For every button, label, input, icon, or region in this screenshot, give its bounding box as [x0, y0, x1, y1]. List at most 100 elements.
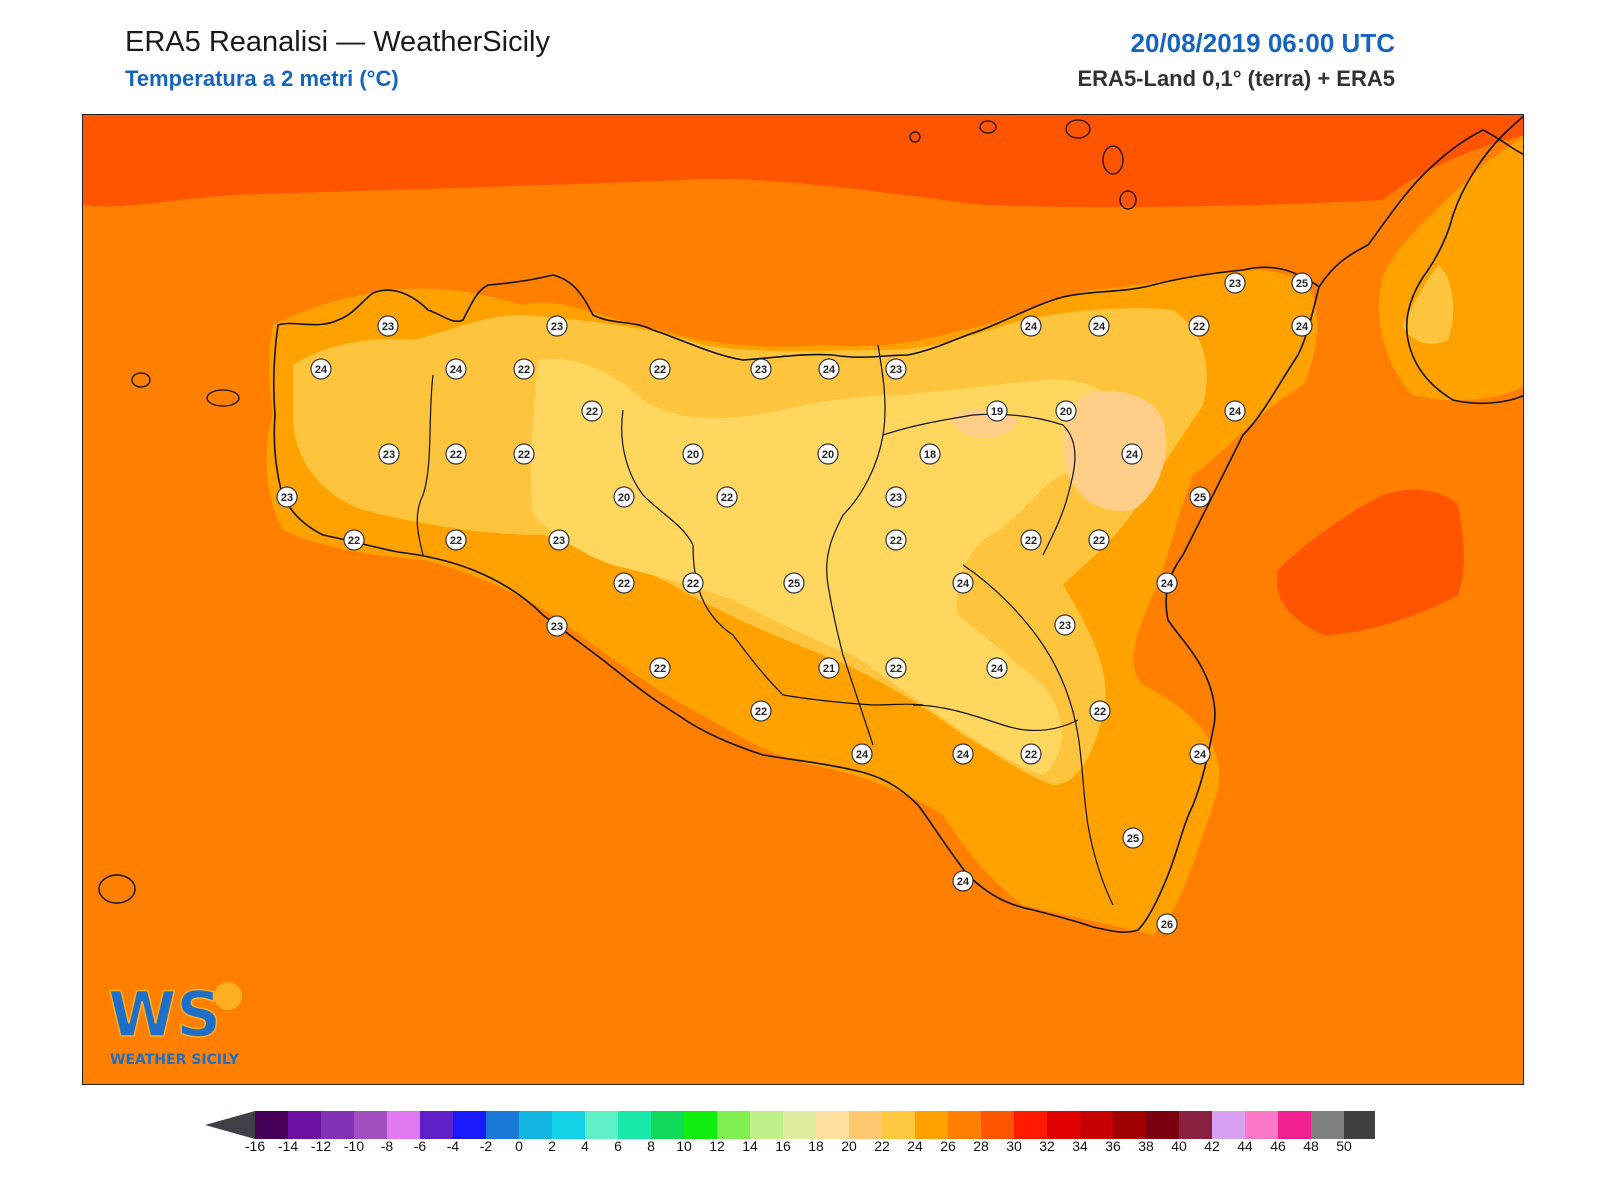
station-marker: 20: [682, 443, 704, 465]
station-marker: 24: [310, 358, 332, 380]
colorbar-under-arrow: [205, 1111, 255, 1139]
station-marker: 23: [750, 358, 772, 380]
province-border: [782, 694, 924, 706]
station-value: 20: [822, 449, 834, 461]
province-border: [826, 344, 886, 746]
colorbar-tick-label: 28: [973, 1138, 989, 1154]
colorbar-cell: [420, 1111, 454, 1139]
station-value: 23: [551, 321, 563, 333]
province-border: [416, 374, 434, 556]
station-marker: 23: [546, 315, 568, 337]
colorbar-tick-label: -8: [380, 1138, 394, 1154]
colorbar-cell: [717, 1111, 751, 1139]
station-marker: 22: [445, 529, 467, 551]
station-marker: 23: [885, 486, 907, 508]
colorbar-tick-label: 26: [940, 1138, 956, 1154]
station-value: 22: [1025, 749, 1037, 761]
colorbar-tick-label: 46: [1270, 1138, 1286, 1154]
colorbar-cell: [354, 1111, 388, 1139]
station-value: 24: [856, 749, 869, 761]
colorbar-cell: [783, 1111, 817, 1139]
island-salina: [1065, 119, 1091, 139]
station-value: 23: [890, 364, 902, 376]
weather-sicily-logo: WS WEATHER SICILY: [98, 974, 258, 1074]
colorbar-cell: [255, 1111, 289, 1139]
station-marker: 23: [1224, 272, 1246, 294]
island-favignana: [206, 389, 240, 407]
colorbar-tick-label: -6: [413, 1138, 427, 1154]
station-marker: 24: [818, 358, 840, 380]
station-value: 26: [1161, 919, 1173, 931]
station-value: 23: [383, 449, 395, 461]
station-value: 24: [823, 364, 836, 376]
temperature-map: 23 23 24 24 22 22 23 24 23 24 24 22 23 24 25 19 20 24 22 23…: [82, 114, 1524, 1085]
province-border: [962, 564, 1114, 906]
station-marker: 22: [1020, 743, 1042, 765]
station-value: 24: [1093, 321, 1106, 333]
colorbar-cell: [750, 1111, 784, 1139]
colorbar-tick-label: 34: [1072, 1138, 1088, 1154]
colorbar-tick-label: 36: [1105, 1138, 1121, 1154]
station-marker: 24: [1020, 315, 1042, 337]
station-marker: 23: [377, 315, 399, 337]
colorbar-tick-label: 8: [647, 1138, 655, 1154]
station-marker: 22: [613, 572, 635, 594]
station-marker: 22: [649, 657, 671, 679]
station-marker: 21: [818, 657, 840, 679]
colorbar-cell: [1179, 1111, 1213, 1139]
logo-ws: WS: [108, 978, 221, 1051]
colorbar-cell: [453, 1111, 487, 1139]
station-value: 22: [721, 492, 733, 504]
colorbar-tick-label: 4: [581, 1138, 589, 1154]
colorbar-cell: [1113, 1111, 1147, 1139]
station-marker: 22: [581, 400, 603, 422]
warm-sea-east: [1276, 489, 1464, 635]
colorbar-tick-label: 30: [1006, 1138, 1022, 1154]
colorbar-tick-label: -2: [479, 1138, 493, 1154]
station-value: 25: [1296, 278, 1308, 290]
colorbar-tick-label: -16: [244, 1138, 266, 1154]
station-value: 23: [551, 621, 563, 633]
colorbar-cell: [1212, 1111, 1246, 1139]
station-marker: 23: [546, 615, 568, 637]
station-marker: 22: [1020, 529, 1042, 551]
colorbar-tick-label: -4: [446, 1138, 460, 1154]
colorbar-tick-label: 24: [907, 1138, 923, 1154]
station-value: 24: [1161, 578, 1174, 590]
station-value: 24: [1194, 749, 1207, 761]
colorbar-cell: [1278, 1111, 1312, 1139]
station-value: 24: [315, 364, 328, 376]
colorbar-cell: [981, 1111, 1015, 1139]
station-value: 22: [450, 449, 462, 461]
colorbar-tick-label: -12: [310, 1138, 332, 1154]
station-value: 23: [281, 492, 293, 504]
colorbar-tick-label: 14: [742, 1138, 758, 1154]
station-marker: 24: [445, 358, 467, 380]
colorbar-tick-label: 22: [874, 1138, 890, 1154]
colorbar-tick-label: -14: [277, 1138, 299, 1154]
colorbar-cell: [321, 1111, 355, 1139]
colorbar-cell: [915, 1111, 949, 1139]
map-title: ERA5 Reanalisi — WeatherSicily: [125, 26, 550, 58]
data-source: ERA5-Land 0,1° (terra) + ERA5: [1077, 66, 1396, 91]
station-value: 25: [788, 578, 800, 590]
station-marker: 24: [1156, 572, 1178, 594]
station-value: 23: [553, 535, 565, 547]
station-marker: 19: [986, 400, 1008, 422]
station-marker: 23: [548, 529, 570, 551]
island-marettimo: [131, 372, 151, 388]
colorbar-cell: [948, 1111, 982, 1139]
colorbar-tick-label: 44: [1237, 1138, 1253, 1154]
station-marker: 22: [1088, 529, 1110, 551]
etna-18-zone: [1063, 391, 1167, 511]
station-value: 24: [1126, 449, 1139, 461]
station-value: 22: [654, 364, 666, 376]
station-value: 23: [1059, 620, 1071, 632]
station-value: 24: [957, 749, 970, 761]
station-value: 24: [1296, 321, 1309, 333]
colorbar-tick-label: 38: [1138, 1138, 1154, 1154]
colorbar-cell: [1014, 1111, 1048, 1139]
station-value: 22: [348, 535, 360, 547]
station-marker: 23: [1054, 614, 1076, 636]
station-marker: 18: [919, 443, 941, 465]
